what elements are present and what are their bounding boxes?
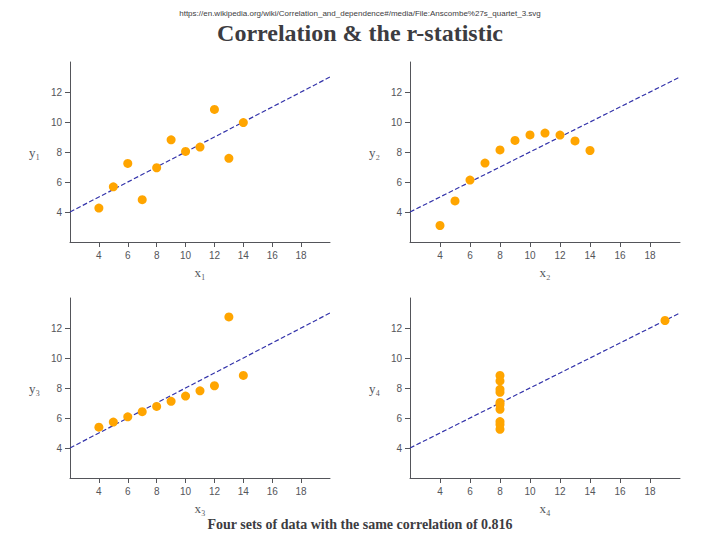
svg-text:16: 16 [267, 486, 279, 497]
svg-text:10: 10 [180, 250, 192, 261]
svg-text:10: 10 [391, 353, 403, 364]
svg-text:Four sets of data with the sam: Four sets of data with the same correlat… [207, 517, 512, 532]
svg-text:x₂: x₂ [539, 265, 550, 280]
svg-text:4: 4 [56, 207, 62, 218]
svg-text:10: 10 [524, 250, 536, 261]
svg-text:12: 12 [554, 486, 566, 497]
svg-text:18: 18 [296, 486, 308, 497]
svg-text:10: 10 [524, 486, 536, 497]
svg-text:y₄: y₄ [369, 381, 381, 396]
svg-text:14: 14 [238, 250, 250, 261]
svg-text:8: 8 [56, 147, 62, 158]
svg-text:4: 4 [437, 250, 443, 261]
svg-text:8: 8 [396, 383, 402, 394]
svg-text:8: 8 [56, 383, 62, 394]
svg-text:Correlation & the r-statistic: Correlation & the r-statistic [217, 20, 503, 46]
svg-text:6: 6 [125, 486, 131, 497]
svg-text:6: 6 [56, 177, 62, 188]
svg-text:4: 4 [56, 443, 62, 454]
svg-text:x₃: x₃ [194, 501, 205, 516]
svg-text:16: 16 [614, 486, 626, 497]
svg-text:8: 8 [154, 250, 160, 261]
svg-text:x₄: x₄ [539, 501, 551, 516]
svg-text:6: 6 [56, 413, 62, 424]
svg-text:16: 16 [267, 250, 279, 261]
svg-text:12: 12 [51, 323, 63, 334]
svg-text:14: 14 [238, 486, 250, 497]
svg-text:https://en.wikipedia.org/wiki/: https://en.wikipedia.org/wiki/Correlatio… [179, 9, 541, 18]
svg-text:12: 12 [209, 486, 221, 497]
svg-text:12: 12 [51, 87, 63, 98]
svg-text:12: 12 [209, 250, 221, 261]
svg-text:y₃: y₃ [29, 381, 40, 396]
svg-text:4: 4 [437, 486, 443, 497]
svg-text:6: 6 [467, 250, 473, 261]
svg-text:14: 14 [584, 486, 596, 497]
svg-text:y₁: y₁ [29, 145, 40, 160]
svg-text:12: 12 [391, 323, 403, 334]
svg-text:6: 6 [396, 177, 402, 188]
svg-text:16: 16 [614, 250, 626, 261]
svg-text:6: 6 [467, 486, 473, 497]
svg-text:x₁: x₁ [194, 265, 205, 280]
svg-text:10: 10 [391, 117, 403, 128]
svg-text:10: 10 [51, 353, 63, 364]
svg-text:6: 6 [125, 250, 131, 261]
svg-text:14: 14 [584, 250, 596, 261]
svg-text:10: 10 [180, 486, 192, 497]
svg-text:8: 8 [154, 486, 160, 497]
svg-text:12: 12 [391, 87, 403, 98]
svg-text:6: 6 [396, 413, 402, 424]
svg-text:8: 8 [396, 147, 402, 158]
svg-text:12: 12 [554, 250, 566, 261]
svg-text:4: 4 [396, 207, 402, 218]
svg-text:4: 4 [96, 486, 102, 497]
svg-text:4: 4 [396, 443, 402, 454]
svg-text:18: 18 [296, 250, 308, 261]
svg-text:10: 10 [51, 117, 63, 128]
svg-text:8: 8 [497, 486, 503, 497]
svg-text:4: 4 [96, 250, 102, 261]
svg-text:8: 8 [497, 250, 503, 261]
svg-text:18: 18 [644, 250, 656, 261]
svg-text:18: 18 [644, 486, 656, 497]
svg-text:y₂: y₂ [369, 145, 380, 160]
